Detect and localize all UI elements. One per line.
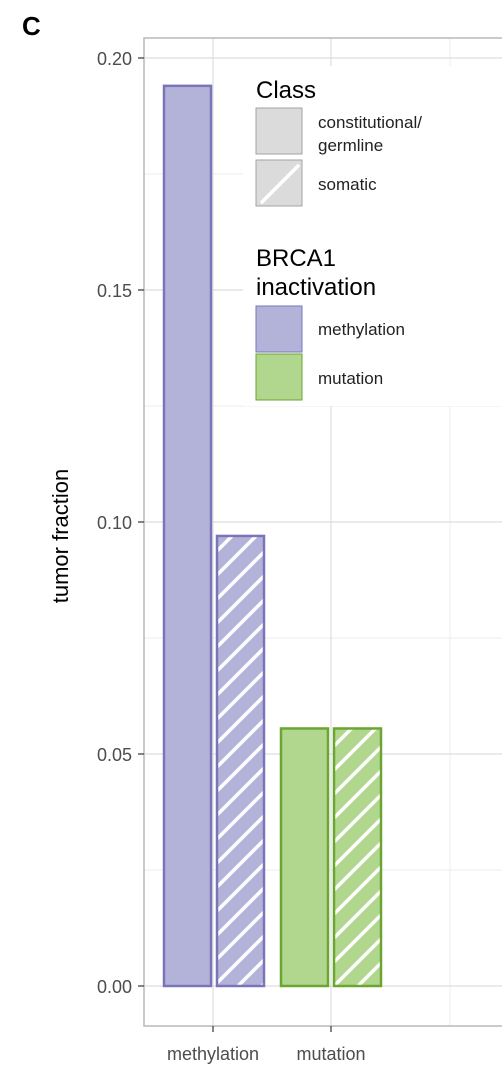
plot-panel-border — [143, 37, 502, 1027]
bar-mutation-somatic-outline — [332, 727, 383, 988]
legend-label-somatic: somatic — [318, 175, 377, 194]
legend-key-mutation — [255, 353, 303, 401]
legend: Class constitutional/ germline somatic B… — [243, 66, 502, 406]
legend-label-germline-line1: constitutional/ — [318, 113, 422, 132]
legend-label-germline-line2: germline — [318, 136, 383, 155]
bar-mutation-somatic-hatch — [334, 728, 381, 986]
y-tick-label: 0.15 — [97, 281, 132, 301]
legend-class-title: Class — [256, 77, 316, 104]
legend-key-germline — [255, 107, 303, 155]
legend-label-mutation: mutation — [318, 369, 383, 388]
legend-fill-title-line1: BRCA1 — [256, 245, 336, 272]
x-tick-label: mutation — [296, 1044, 365, 1064]
legend-fill-title-line2: inactivation — [256, 274, 376, 301]
bars-group — [162, 84, 383, 988]
y-axis: 0.00 0.05 0.10 0.15 0.20 — [97, 49, 144, 997]
bar-methylation-germline-outline — [162, 84, 213, 988]
y-tick-label: 0.00 — [97, 977, 132, 997]
legend-key-methylation — [255, 305, 303, 353]
y-tick-label: 0.10 — [97, 513, 132, 533]
panel-label: C — [22, 11, 41, 41]
bar-methylation-somatic-hatch — [217, 535, 264, 986]
x-axis: methylation mutation — [167, 1026, 366, 1064]
y-tick-label: 0.05 — [97, 745, 132, 765]
legend-key-somatic-hatch — [259, 163, 301, 205]
x-tick-label: methylation — [167, 1044, 259, 1064]
bar-mutation-germline-outline — [279, 727, 330, 988]
bar-methylation-somatic-outline — [215, 534, 266, 988]
y-axis-title: tumor fraction — [48, 469, 73, 604]
bar-methylation-germline — [164, 85, 211, 987]
legend-label-methylation: methylation — [318, 320, 405, 339]
bar-mutation-germline — [281, 728, 328, 986]
y-tick-label: 0.20 — [97, 49, 132, 69]
